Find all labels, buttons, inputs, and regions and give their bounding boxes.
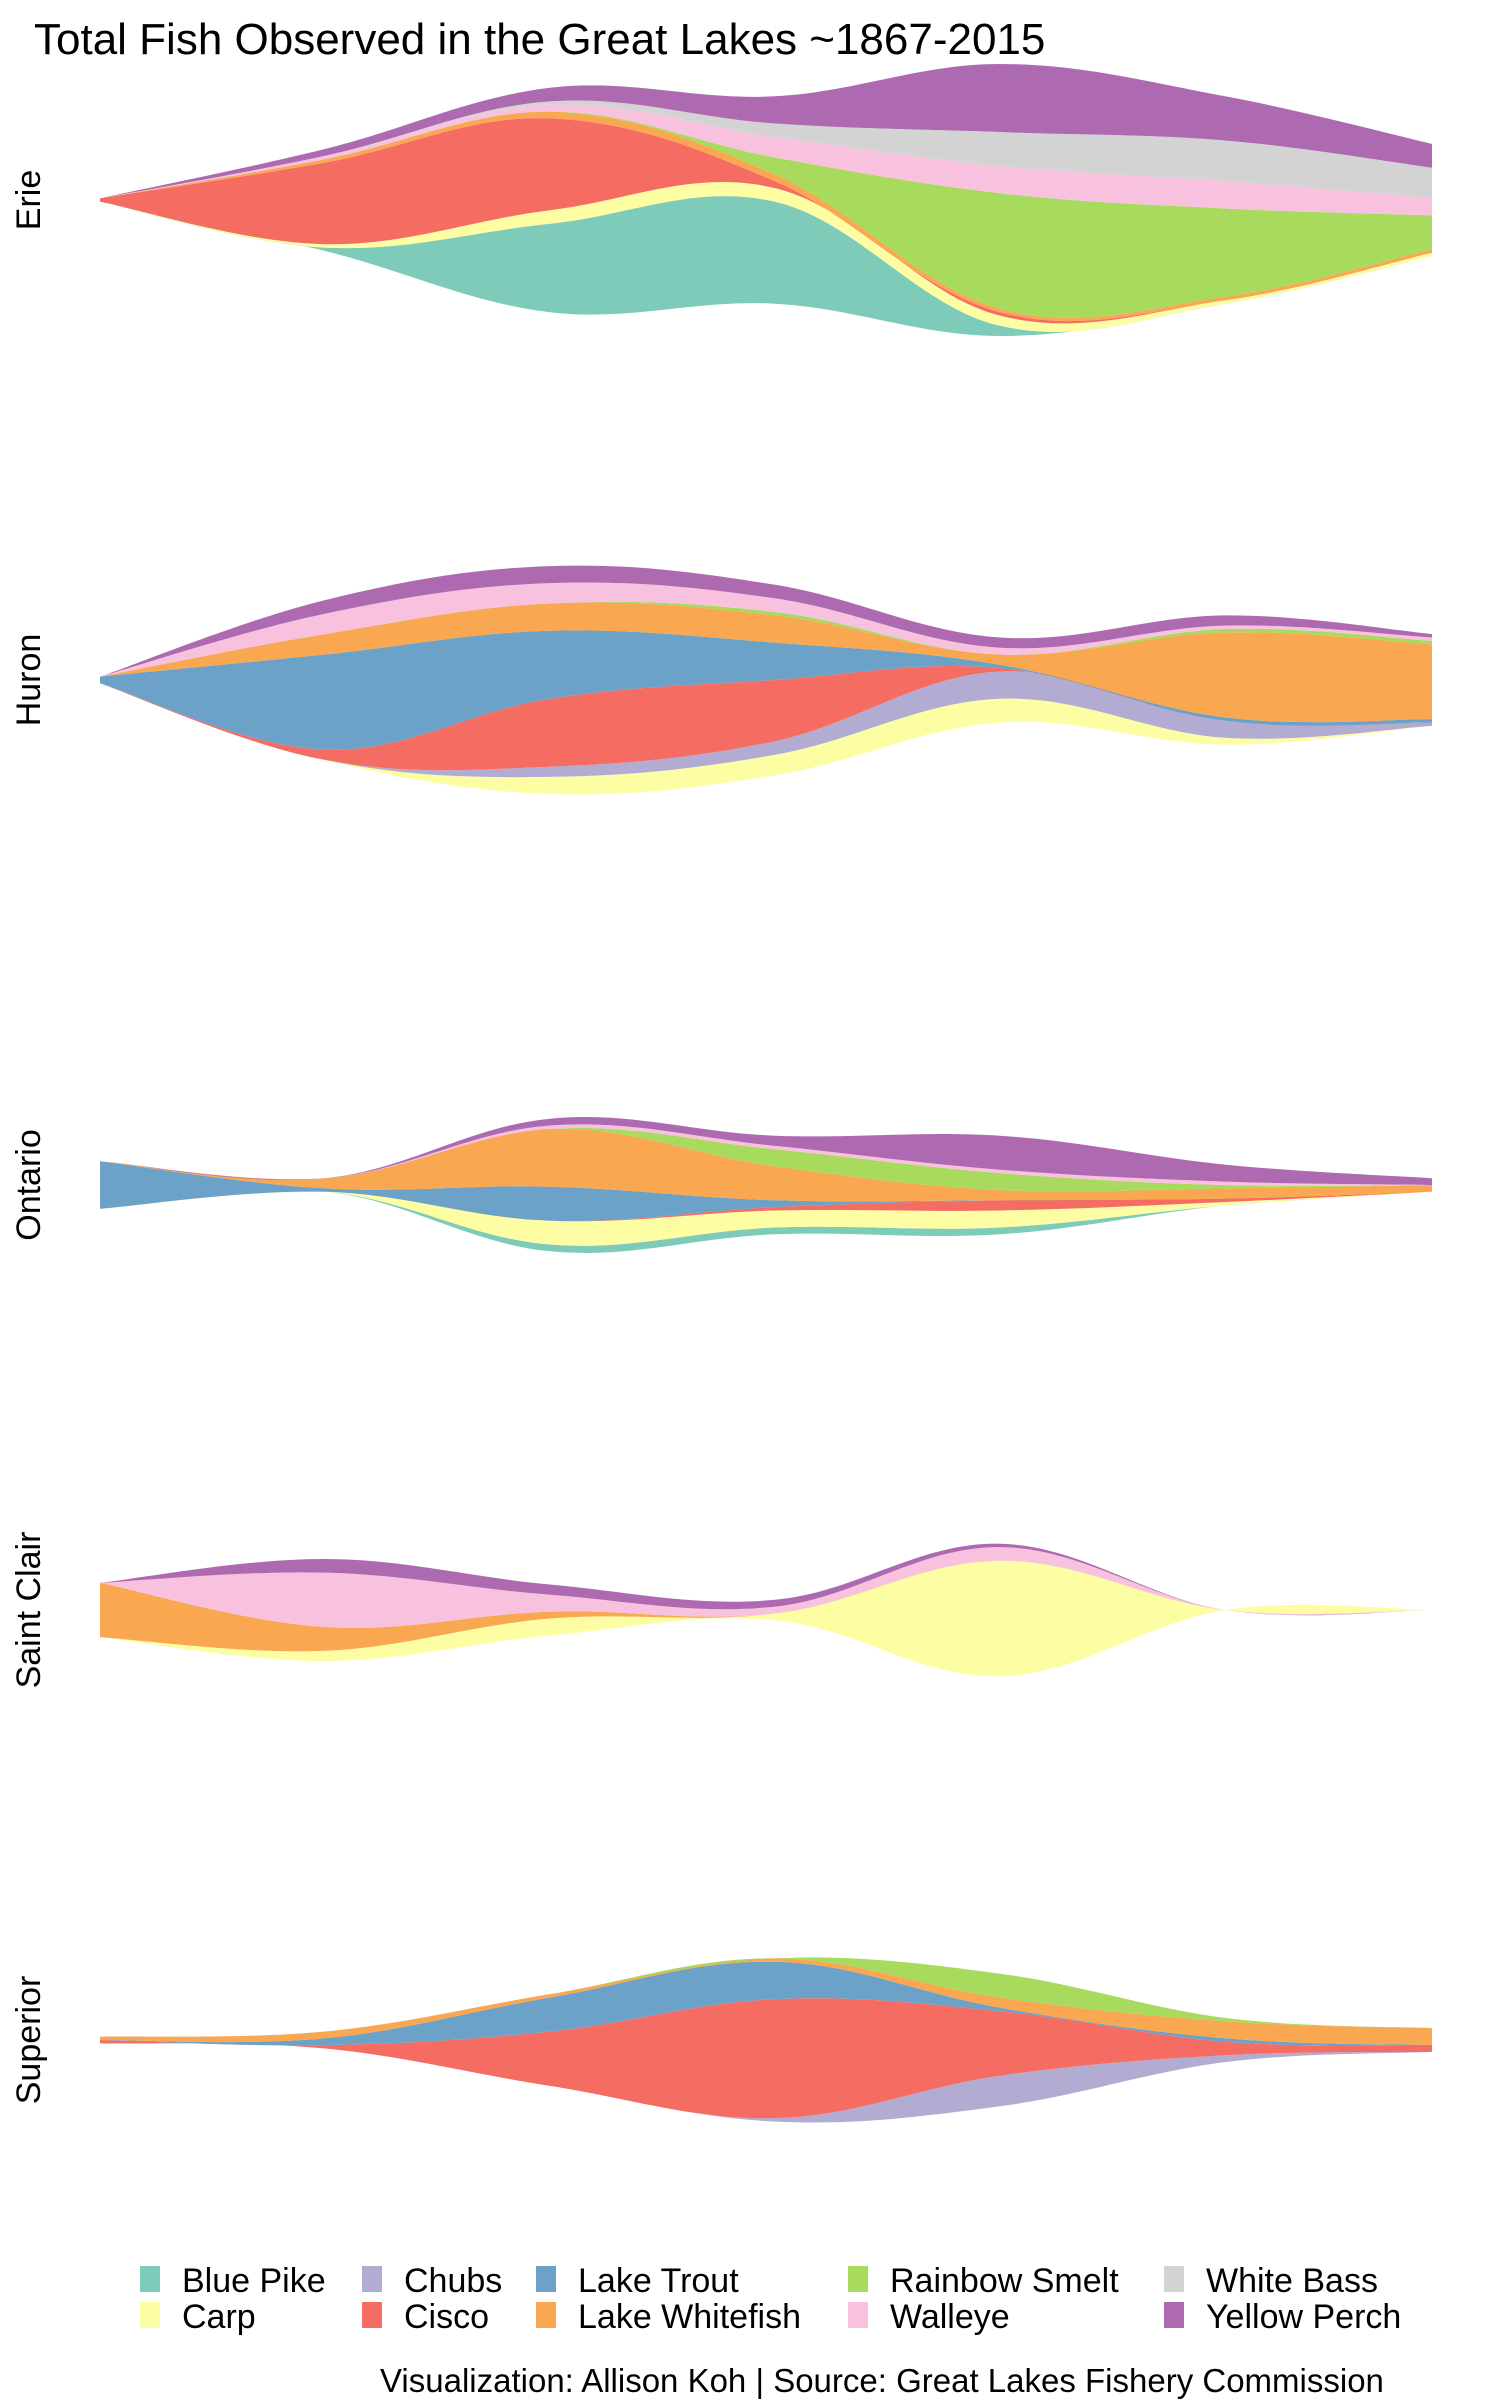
legend-label: Cisco bbox=[404, 2298, 489, 2336]
legend-swatch bbox=[362, 2266, 382, 2292]
stream-erie-rainbow-smelt bbox=[100, 111, 1432, 318]
stream-erie-blue-pike bbox=[100, 196, 1432, 336]
stream-huron-chubs bbox=[100, 671, 1432, 778]
chart-title: Total Fish Observed in the Great Lakes ~… bbox=[34, 15, 1045, 64]
lake-label-erie: Erie bbox=[10, 170, 48, 230]
legend-item-carp: Carp bbox=[140, 2298, 256, 2336]
legend-swatch bbox=[1164, 2266, 1184, 2292]
stream-ontario-yellow-perch bbox=[100, 1117, 1432, 1185]
facet-huron: Huron bbox=[10, 565, 1432, 795]
legend-label: Blue Pike bbox=[182, 2262, 326, 2300]
facet-saint-clair: Saint Clair bbox=[10, 1532, 1432, 1689]
legend-swatch bbox=[536, 2266, 556, 2292]
legend-label: Chubs bbox=[404, 2262, 502, 2300]
lake-label-ontario: Ontario bbox=[10, 1129, 48, 1241]
stream-saint-clair-carp bbox=[100, 1560, 1432, 1677]
legend-item-lake-whitefish: Lake Whitefish bbox=[536, 2298, 801, 2336]
stream-huron-carp bbox=[100, 683, 1432, 795]
legend-label: White Bass bbox=[1206, 2262, 1378, 2300]
legend-item-cisco: Cisco bbox=[362, 2298, 489, 2336]
stream-erie-cisco bbox=[100, 118, 1432, 324]
stream-ontario-rainbow-smelt bbox=[100, 1127, 1432, 1192]
facet-superior: Superior bbox=[10, 1957, 1432, 2123]
legend-label: Rainbow Smelt bbox=[890, 2262, 1119, 2300]
legend-swatch bbox=[848, 2266, 868, 2292]
stream-erie-walleye bbox=[100, 104, 1432, 216]
legend-item-blue-pike: Blue Pike bbox=[140, 2262, 326, 2300]
stream-ontario-lake-whitefish bbox=[100, 1128, 1432, 1202]
legend-label: Lake Whitefish bbox=[578, 2298, 801, 2336]
stream-saint-clair-lake-whitefish bbox=[100, 1560, 1432, 1652]
caption: Visualization: Allison Koh | Source: Gre… bbox=[380, 2362, 1384, 2399]
legend-swatch bbox=[362, 2302, 382, 2328]
legend-label: Carp bbox=[182, 2298, 256, 2336]
legend-item-white-bass: White Bass bbox=[1164, 2262, 1378, 2300]
legend-swatch bbox=[848, 2302, 868, 2328]
stream-superior-lake-whitefish bbox=[100, 1958, 1432, 2046]
lake-label-saint-clair: Saint Clair bbox=[10, 1532, 48, 1689]
legend-swatch bbox=[140, 2302, 160, 2328]
stream-ontario-lake-trout bbox=[100, 1161, 1432, 1222]
facet-panels: Erie Huron Ontario Saint Clair Superior bbox=[10, 64, 1432, 2123]
stream-huron-yellow-perch bbox=[100, 565, 1432, 677]
stream-superior-lake-trout bbox=[100, 1961, 1432, 2046]
stream-erie-yellow-perch bbox=[100, 64, 1432, 199]
legend-swatch bbox=[536, 2302, 556, 2328]
legend-swatch bbox=[1164, 2302, 1184, 2328]
legend-item-walleye: Walleye bbox=[848, 2298, 1010, 2336]
legend-item-rainbow-smelt: Rainbow Smelt bbox=[848, 2262, 1119, 2300]
facet-ontario: Ontario bbox=[10, 1117, 1432, 1253]
stream-erie-white-bass bbox=[100, 100, 1432, 199]
legend-item-yellow-perch: Yellow Perch bbox=[1164, 2298, 1401, 2336]
legend-item-lake-trout: Lake Trout bbox=[536, 2262, 739, 2300]
legend-swatch bbox=[140, 2266, 160, 2292]
legend-label: Lake Trout bbox=[578, 2262, 739, 2300]
legend-item-chubs: Chubs bbox=[362, 2262, 502, 2300]
stream-huron-lake-trout bbox=[100, 630, 1432, 750]
stream-saint-clair-yellow-perch bbox=[100, 1543, 1432, 1616]
legend-label: Walleye bbox=[890, 2298, 1010, 2336]
stream-ontario-carp bbox=[100, 1190, 1432, 1246]
lake-label-superior: Superior bbox=[10, 1976, 48, 2105]
stream-huron-walleye bbox=[100, 582, 1432, 677]
stream-saint-clair-walleye bbox=[100, 1547, 1432, 1628]
lake-label-huron: Huron bbox=[10, 634, 48, 727]
stream-superior-cisco bbox=[100, 1998, 1432, 2119]
legend-label: Yellow Perch bbox=[1206, 2298, 1401, 2336]
facet-erie: Erie bbox=[10, 64, 1432, 336]
stream-huron-cisco bbox=[100, 666, 1432, 771]
stream-huron-lake-whitefish bbox=[100, 602, 1432, 723]
